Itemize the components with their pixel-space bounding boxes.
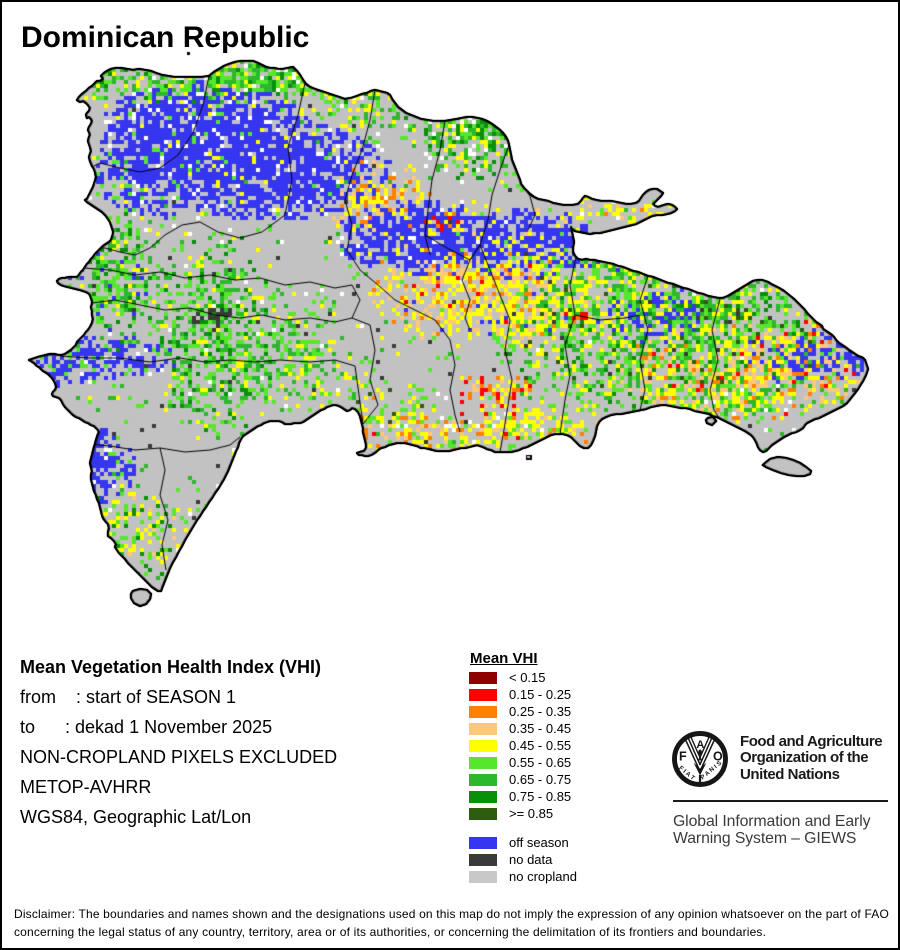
svg-text:F: F: [679, 750, 687, 764]
svg-text:A: A: [696, 739, 704, 751]
svg-text:O: O: [713, 750, 723, 764]
